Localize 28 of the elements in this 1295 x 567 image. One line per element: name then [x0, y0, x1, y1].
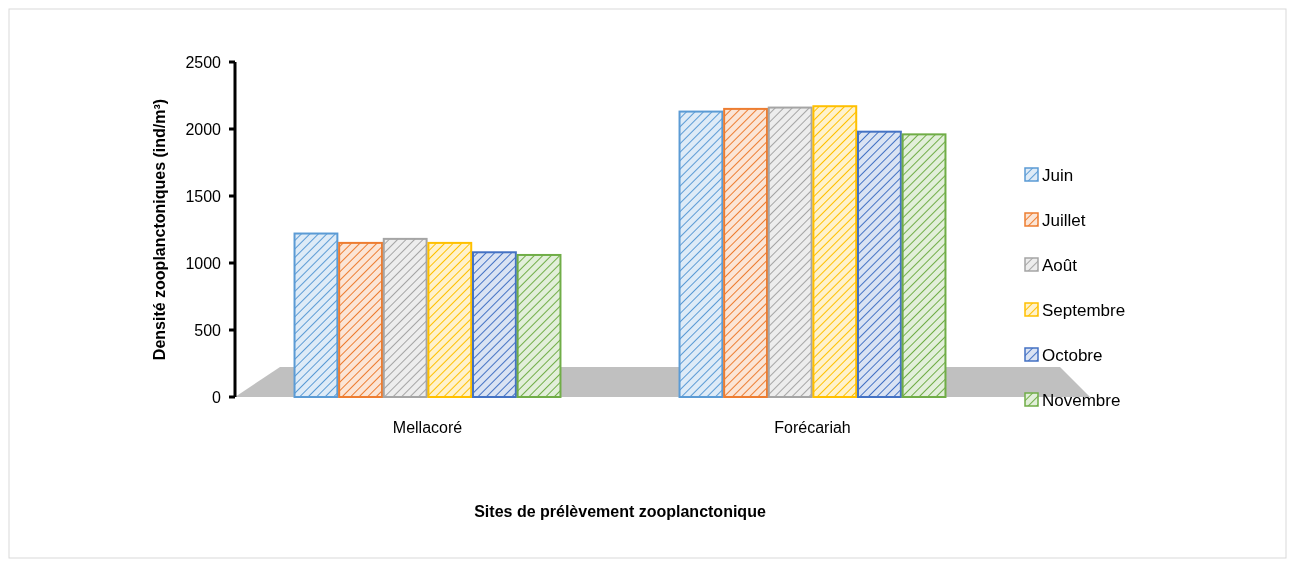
x-tick-label: Forécariah	[774, 419, 851, 436]
y-tick-label: 0	[212, 388, 222, 406]
legend-label: Septembre	[1042, 300, 1126, 320]
x-tick-label: Mellacoré	[392, 419, 463, 436]
bar	[516, 253, 562, 398]
bar	[767, 106, 813, 398]
y-tick-label: 500	[194, 321, 222, 339]
y-tick-label: 1000	[185, 254, 222, 272]
legend-label: Juillet	[1042, 210, 1086, 230]
bar	[857, 130, 902, 398]
y-tick-label: 1500	[185, 187, 222, 205]
y-tick-label: 2500	[185, 53, 222, 71]
bar	[723, 107, 768, 398]
bar	[472, 251, 517, 398]
legend-label: Octobre	[1042, 345, 1103, 365]
bar	[678, 110, 724, 398]
bar	[901, 133, 947, 398]
bar	[382, 237, 428, 398]
bar	[427, 241, 473, 398]
legend-label: Novembre	[1042, 390, 1121, 410]
legend-label: Juin	[1042, 165, 1074, 185]
legend-label: Août	[1042, 255, 1078, 275]
bar	[812, 105, 858, 398]
x-axis-title: Sites de prélèvement zooplanctonique	[474, 503, 766, 520]
bar	[338, 241, 383, 398]
y-axis-title: Densité zooplanctoniques (ind/m³)	[151, 98, 168, 361]
bar	[293, 232, 339, 398]
y-tick-label: 2000	[185, 120, 222, 138]
